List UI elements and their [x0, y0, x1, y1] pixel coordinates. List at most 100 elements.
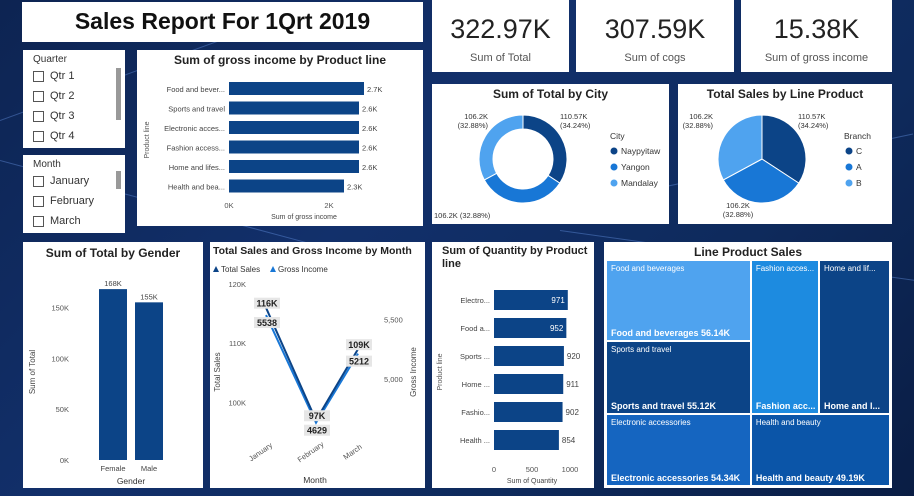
category-label: Sports and travel [168, 105, 225, 114]
category-label: Sports ... [460, 352, 490, 361]
checkbox-icon[interactable] [33, 215, 44, 227]
report-title: Sales Report For 1Qrt 2019 [74, 8, 371, 34]
slice-label: (34.24%) [798, 121, 829, 130]
slice-label: 106.2K [689, 112, 713, 121]
bar [229, 179, 344, 193]
treemap-cell-label: Food and beverages 56.14K [611, 328, 731, 339]
bar [229, 101, 359, 115]
treemap-cell[interactable]: Food and beverages Food and beverages 56.… [606, 260, 751, 342]
data-label: 952 [550, 324, 564, 333]
slicer-item-label: Qtr 3 [50, 110, 75, 122]
y-tick-label: 150K [51, 303, 69, 312]
gross-income-chart: Product line Food and bever... 2.7K Sports … [144, 82, 382, 221]
x-tick-label: March [341, 442, 363, 461]
checkbox-icon[interactable] [33, 195, 44, 207]
treemap-cell[interactable]: Health and beauty Health and beauty 49.19… [750, 413, 890, 486]
checkbox-icon[interactable] [33, 70, 44, 82]
slice-label: 110.57K [560, 112, 587, 121]
city-donut-card: Sum of Total by City 110.57K (34.24%) 106.… [432, 84, 669, 224]
x-axis-label: Month [303, 475, 327, 485]
data-label-bg [346, 355, 372, 367]
kpi-label: Sum of gross income [764, 52, 869, 64]
slicer-header: Month [33, 159, 61, 170]
data-label: 97K [309, 411, 326, 421]
checkbox-icon[interactable] [33, 130, 44, 142]
slicer-item-qtr1[interactable]: Qtr 1 [33, 70, 74, 82]
treemap-cell-label: Fashion acc... [755, 400, 816, 411]
slice-label: (32.88%) [458, 121, 489, 130]
checkbox-icon[interactable] [33, 90, 44, 102]
y2-axis-label: Gross Income [409, 347, 418, 397]
data-label-bg [304, 410, 330, 422]
legend-marker [213, 266, 219, 272]
category-label: Health and bea... [168, 183, 225, 192]
treemap-cell-name: Food and beverages [611, 264, 685, 273]
legend-entry: Naypyitaw [621, 146, 661, 156]
slicer-item-qtr2[interactable]: Qtr 2 [33, 90, 74, 102]
pie-slice [717, 114, 763, 181]
data-label: 2.3K [347, 183, 362, 192]
treemap-cell[interactable]: Sports and travel Sports and travel 55.12… [606, 341, 751, 414]
y-tick-label: 50K [56, 405, 69, 414]
slicer-item-january[interactable]: January [33, 175, 89, 187]
slice-label: 110.57K [798, 112, 825, 121]
branch-pie-chart: 110.57K(34.24%)106.2K(32.88%)106.2K(32.8… [683, 112, 872, 219]
x-tick-label: February [296, 440, 326, 465]
slicer-item-label: Qtr 2 [50, 90, 75, 102]
x-tick-label: 0K [224, 201, 233, 210]
chart-title: Line Product Sales [693, 245, 803, 259]
treemap-cell-name: Electronic accessories [611, 417, 691, 427]
report-title-card: Sales Report For 1Qrt 2019 [22, 2, 423, 42]
y-tick-label: 100K [228, 398, 246, 407]
x-axis-label: Sum of Quantity [507, 478, 558, 485]
bar [494, 402, 563, 422]
checkbox-icon[interactable] [33, 175, 44, 187]
slicer-item-qtr3[interactable]: Qtr 3 [33, 110, 74, 122]
bar [229, 160, 359, 173]
slicer-scrollbar[interactable] [116, 171, 121, 189]
quantity-chart-card: Sum of Quantity by Product line Product … [432, 242, 594, 488]
treemap-cell[interactable]: Electronic accessories Electronic accesso… [606, 413, 751, 486]
kpi-label: Sum of Total [470, 52, 531, 64]
data-label: 4629 [307, 426, 327, 436]
treemap-cell[interactable]: Home and lif... Home and l... [819, 260, 890, 414]
legend-entry: A [856, 162, 862, 172]
legend-dot [845, 147, 853, 155]
y-tick-label: 120K [228, 280, 246, 289]
treemap-cell-name: Fashion acces... [755, 264, 815, 273]
y2-tick-label: 5,500 [384, 316, 403, 325]
slicer-header: Quarter [33, 54, 67, 65]
x-tick-label: 500 [526, 465, 539, 474]
month-slicer: Month January February March [23, 155, 125, 233]
y-axis-label: Sum of Total [28, 350, 37, 395]
slice-label: (32.88%) [683, 121, 714, 130]
chart-title: Sum of Quantity by Product line [442, 245, 588, 270]
kpi-card-gross-income: 15.38K Sum of gross income [741, 0, 892, 72]
bar [229, 140, 359, 154]
slicer-item-march[interactable]: March [33, 215, 81, 227]
kpi-card-cogs: 307.59K Sum of cogs [576, 0, 734, 72]
chart-title: Sum of Total by Gender [45, 246, 181, 260]
x-tick-label: January [247, 440, 274, 463]
checkbox-icon[interactable] [33, 110, 44, 122]
category-label: Health ... [460, 436, 490, 445]
chart-title: Sum of Total by City [492, 87, 609, 101]
treemap-cell-label: Sports and travel 55.12K [611, 400, 717, 411]
line-product-treemap: Food and beverages Food and beverages 56.… [606, 260, 890, 486]
legend-entry: Mandalay [621, 178, 659, 188]
series-line-gross-income [265, 314, 359, 425]
slicer-item-february[interactable]: February [33, 195, 94, 207]
slicer-item-qtr4[interactable]: Qtr 4 [33, 130, 74, 142]
slice-label: 106.2K [464, 112, 488, 121]
data-label: 911 [566, 380, 579, 389]
treemap-cell-label: Electronic accessories 54.34K [611, 472, 741, 483]
slicer-scrollbar[interactable] [116, 68, 121, 120]
category-label: Fashio... [461, 408, 490, 417]
data-label-bg [304, 424, 330, 436]
data-label: 854 [562, 436, 576, 445]
y2-tick-label: 5,000 [384, 375, 403, 384]
data-label: 155K [140, 292, 158, 301]
treemap-cell[interactable]: Fashion acces... Fashion acc... [750, 260, 819, 414]
legend-dot [845, 163, 853, 171]
data-label: 2.7K [367, 85, 382, 94]
